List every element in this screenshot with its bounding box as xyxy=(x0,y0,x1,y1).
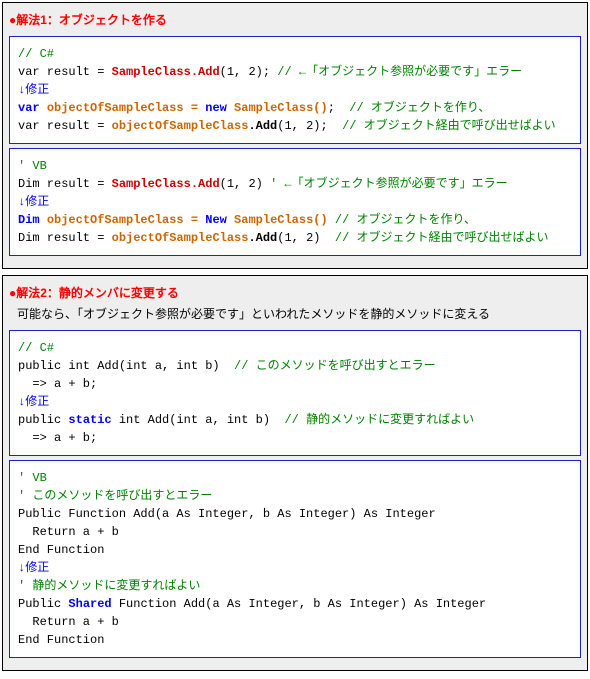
code-text: End Function xyxy=(18,543,104,557)
code-comment: // 静的メソッドに変更すればよい xyxy=(277,413,474,427)
fix-arrow: ↓修正 xyxy=(18,195,49,209)
code-highlight: SampleClass() xyxy=(227,101,328,115)
csharp-block-1: // C# var result = SampleClass.Add(1, 2)… xyxy=(9,36,581,144)
code-text: var result = xyxy=(18,65,112,79)
code-text: Return a + b xyxy=(18,615,119,629)
vb-block-1: ' VB Dim result = SampleClass.Add(1, 2) … xyxy=(9,148,581,256)
code-highlight: objectOfSampleClass xyxy=(112,119,249,133)
solution-2-subtitle: 可能なら、「オブジェクト参照が必要です」といわれたメソッドを静的メソッドに変える xyxy=(9,305,581,326)
code-text: Public xyxy=(18,597,68,611)
solution-1-section: ●解法1：オブジェクトを作る // C# var result = Sample… xyxy=(2,2,588,269)
code-comment: // オブジェクト経由で呼び出せばよい xyxy=(335,119,556,133)
code-keyword: static xyxy=(68,413,111,427)
code-highlight: objectOfSampleClass = xyxy=(47,101,205,115)
code-text: => a + b; xyxy=(18,431,97,445)
csharp-block-2: // C# public int Add(int a, int b) // この… xyxy=(9,330,581,456)
code-comment: ' VB xyxy=(18,159,47,173)
code-text: .Add xyxy=(248,119,277,133)
code-text: (1, 2) xyxy=(220,177,270,191)
code-highlight: objectOfSampleClass = xyxy=(47,213,205,227)
code-comment: ' このメソッドを呼び出すとエラー xyxy=(18,489,212,503)
code-text: Return a + b xyxy=(18,525,119,539)
code-comment: // C# xyxy=(18,47,54,61)
code-highlight: objectOfSampleClass xyxy=(112,231,249,245)
code-text: (1, 2); xyxy=(277,119,335,133)
solution-1-title: ●解法1：オブジェクトを作る xyxy=(9,9,581,32)
fix-arrow: ↓修正 xyxy=(18,561,49,575)
solution-2-title: ●解法2：静的メンバに変更する xyxy=(9,282,581,305)
code-text: (1, 2) xyxy=(277,231,327,245)
code-text: Dim result = xyxy=(18,177,112,191)
code-comment: // C# xyxy=(18,341,54,355)
code-comment: // オブジェクトを作り、 xyxy=(328,213,476,227)
code-comment: // オブジェクトを作り、 xyxy=(342,101,490,115)
code-comment: ' ←「オブジェクト参照が必要です」エラー xyxy=(270,177,508,191)
code-highlight: SampleClass() xyxy=(227,213,328,227)
code-comment: // オブジェクト経由で呼び出せばよい xyxy=(328,231,549,245)
code-keyword: New xyxy=(205,213,227,227)
fix-arrow: ↓修正 xyxy=(18,395,49,409)
code-text: Public Function Add(a As Integer, b As I… xyxy=(18,507,436,521)
code-keyword: var xyxy=(18,101,47,115)
code-error: SampleClass.Add xyxy=(112,65,220,79)
code-text: var result = xyxy=(18,119,112,133)
code-comment: ' VB xyxy=(18,471,47,485)
code-text: (1, 2); xyxy=(220,65,278,79)
code-comment: ' 静的メソッドに変更すればよい xyxy=(18,579,200,593)
code-text: => a + b; xyxy=(18,377,97,391)
code-text: int Add(int a, int b) xyxy=(112,413,278,427)
code-text: ; xyxy=(328,101,342,115)
code-text: public int Add(int a, int b) xyxy=(18,359,227,373)
vb-block-2: ' VB ' このメソッドを呼び出すとエラー Public Function A… xyxy=(9,460,581,658)
code-error: SampleClass.Add xyxy=(112,177,220,191)
code-text: public xyxy=(18,413,68,427)
solution-2-section: ●解法2：静的メンバに変更する 可能なら、「オブジェクト参照が必要です」といわれ… xyxy=(2,275,588,671)
code-text: Dim result = xyxy=(18,231,112,245)
code-text: Function Add(a As Integer, b As Integer)… xyxy=(112,597,486,611)
code-keyword: new xyxy=(205,101,227,115)
fix-arrow: ↓修正 xyxy=(18,83,49,97)
code-keyword: Shared xyxy=(68,597,111,611)
code-text: .Add xyxy=(248,231,277,245)
code-comment: // このメソッドを呼び出すとエラー xyxy=(227,359,436,373)
code-text: End Function xyxy=(18,633,104,647)
code-keyword: Dim xyxy=(18,213,47,227)
code-comment: // ←「オブジェクト参照が必要です」エラー xyxy=(277,65,522,79)
